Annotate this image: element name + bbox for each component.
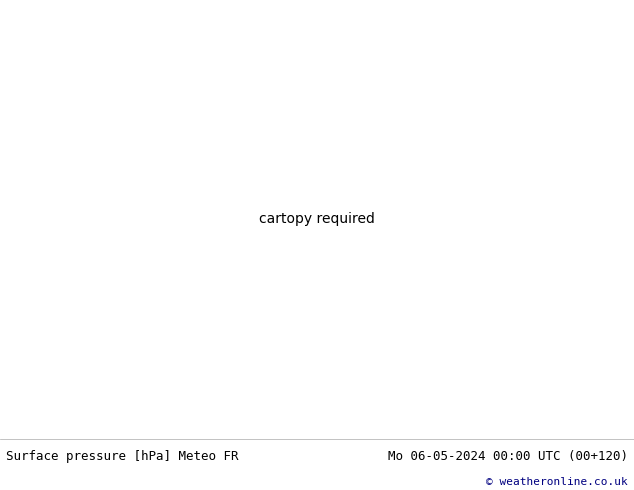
Text: Surface pressure [hPa] Meteo FR: Surface pressure [hPa] Meteo FR (6, 450, 239, 463)
Text: © weatheronline.co.uk: © weatheronline.co.uk (486, 477, 628, 487)
Text: Mo 06-05-2024 00:00 UTC (00+120): Mo 06-05-2024 00:00 UTC (00+120) (387, 450, 628, 463)
Text: cartopy required: cartopy required (259, 212, 375, 226)
